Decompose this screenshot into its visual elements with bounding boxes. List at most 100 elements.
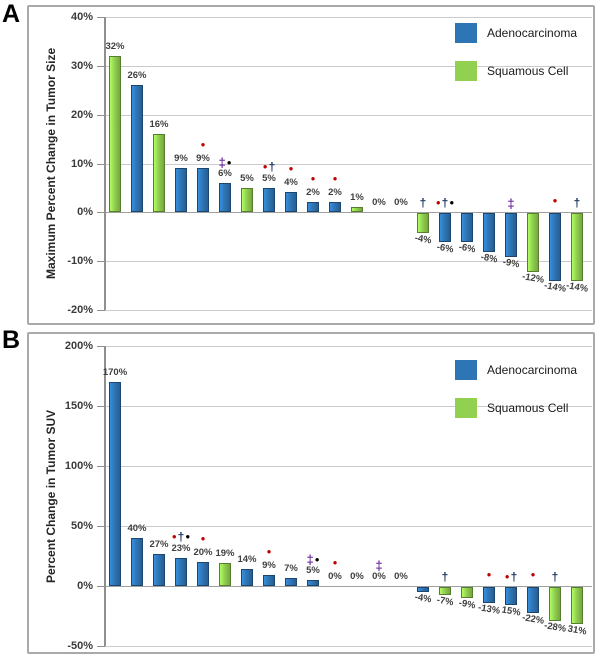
bar	[109, 382, 121, 586]
y-axis-tick	[97, 212, 105, 214]
y-axis-title: Percent Change in Tumor SUV	[44, 409, 58, 583]
annotation-marks: ●	[201, 141, 206, 149]
bar	[197, 562, 209, 586]
gridline	[105, 526, 592, 527]
panel-a-label: A	[2, 0, 21, 28]
legend-swatch-squamous-cell	[455, 61, 477, 81]
y-axis-tick	[97, 586, 105, 587]
bar-value-label: -12%	[521, 271, 545, 287]
annotation-marks: ●	[201, 535, 206, 543]
gridline	[105, 466, 592, 467]
y-tick-label: 200%	[64, 340, 93, 352]
bar-value-label: -13%	[477, 602, 501, 617]
legend: Adenocarcinoma Squamous Cell	[455, 23, 577, 81]
annotation-double-dagger-icon: ‡	[375, 558, 383, 573]
bar	[175, 558, 187, 586]
y-axis-tick	[97, 261, 105, 263]
y-axis-tick	[97, 466, 105, 467]
bar-value-label: 9%	[196, 153, 210, 165]
annotation-red-dot-icon: ●	[332, 174, 338, 184]
annotation-marks: ●	[333, 559, 338, 567]
bar-value-label: 0%	[328, 571, 342, 582]
annotation-marks: †	[442, 571, 449, 583]
y-tick-label: 0%	[77, 206, 93, 219]
bar-value-label: 1%	[350, 192, 364, 204]
annotation-red-dot-icon: ●	[552, 196, 558, 206]
y-axis-tick	[97, 526, 105, 527]
bar-value-label: -4%	[413, 232, 433, 247]
annotation-marks: ●	[267, 548, 272, 556]
bar-value-label: -22%	[521, 612, 545, 627]
bar-value-label: 27%	[149, 539, 169, 550]
legend-item: Adenocarcinoma	[455, 23, 577, 43]
bar-value-label: 9%	[174, 153, 188, 165]
gridline	[105, 163, 592, 165]
bar-value-label: 16%	[149, 119, 169, 131]
annotation-marks: ● † ●	[172, 531, 190, 543]
plot-area: 200% 150% 100% 50% 0% -50% 170% 40% 27% 23% ● † ● 20%…	[65, 340, 592, 652]
annotation-black-dot-icon: ●	[314, 554, 320, 564]
y-axis-tick	[97, 114, 105, 116]
annotation-red-dot-icon: ●	[435, 198, 441, 208]
y-axis-tick	[97, 406, 105, 407]
y-axis-tick	[97, 65, 105, 67]
y-tick-label: 40%	[70, 11, 93, 23]
annotation-marks: ●	[487, 571, 492, 579]
chart-panel-b: Percent Change in Tumor SUV 200% 150% 100%…	[27, 332, 595, 654]
bar-value-label: -8%	[479, 251, 499, 266]
bar-value-label: -7%	[435, 594, 455, 609]
bar	[483, 213, 495, 253]
annotation-red-dot-icon: ●	[200, 534, 206, 543]
bar-value-label: 15%	[500, 604, 522, 619]
bar-value-label: 170%	[102, 367, 128, 378]
bar	[571, 213, 583, 282]
annotation-marks: ‡	[375, 559, 382, 572]
y-tick-label: 10%	[70, 157, 93, 170]
annotation-red-dot-icon: ●	[266, 547, 272, 556]
annotation-dagger-icon: †	[441, 196, 449, 211]
bar	[527, 213, 539, 273]
annotation-marks: †	[420, 197, 427, 209]
bar-value-label: -28%	[543, 620, 567, 635]
annotation-marks: ●	[553, 197, 558, 205]
bar	[461, 587, 473, 598]
y-axis-tick	[97, 646, 105, 647]
y-axis-tick	[97, 346, 105, 347]
legend-item: Squamous Cell	[455, 61, 577, 81]
bar-value-label: 32%	[105, 41, 125, 53]
gridline	[105, 586, 592, 587]
bar-value-label: -14%	[543, 280, 567, 296]
bar	[505, 587, 517, 605]
bar	[131, 538, 143, 586]
annotation-red-dot-icon: ●	[200, 140, 206, 150]
panel-b-label: B	[2, 326, 21, 354]
bar	[285, 192, 297, 213]
annotation-red-dot-icon: ●	[171, 532, 177, 541]
legend-label: Squamous Cell	[487, 401, 569, 415]
annotation-double-dagger-icon: ‡	[306, 552, 314, 567]
gridline	[105, 261, 592, 263]
annotation-black-dot-icon: ●	[185, 532, 191, 541]
legend: Adenocarcinoma Squamous Cell	[455, 360, 577, 418]
bar-value-label: 4%	[284, 177, 298, 189]
bar	[153, 554, 165, 586]
legend-item: Adenocarcinoma	[455, 360, 577, 380]
chart-panel-a: Maximum Percent Change in Tumor Size 40%…	[27, 5, 595, 325]
bar	[307, 580, 319, 586]
bar-value-label: -14%	[565, 280, 589, 296]
bar-value-label: 0%	[372, 197, 386, 209]
bar	[439, 213, 451, 243]
annotation-double-dagger-icon: ‡	[507, 196, 515, 212]
y-tick-label: 50%	[70, 520, 93, 532]
annotation-marks: ‡	[507, 197, 514, 210]
annotation-red-dot-icon: ●	[504, 572, 510, 581]
bar-value-label: 0%	[372, 571, 386, 582]
y-axis-tick	[97, 163, 105, 165]
bar	[219, 563, 231, 586]
y-tick-label: 0%	[77, 580, 93, 592]
bar	[175, 168, 187, 213]
bar-value-label: -6%	[435, 241, 455, 256]
bar-value-label: 19%	[215, 548, 235, 559]
bar-value-label: 0%	[350, 571, 364, 582]
